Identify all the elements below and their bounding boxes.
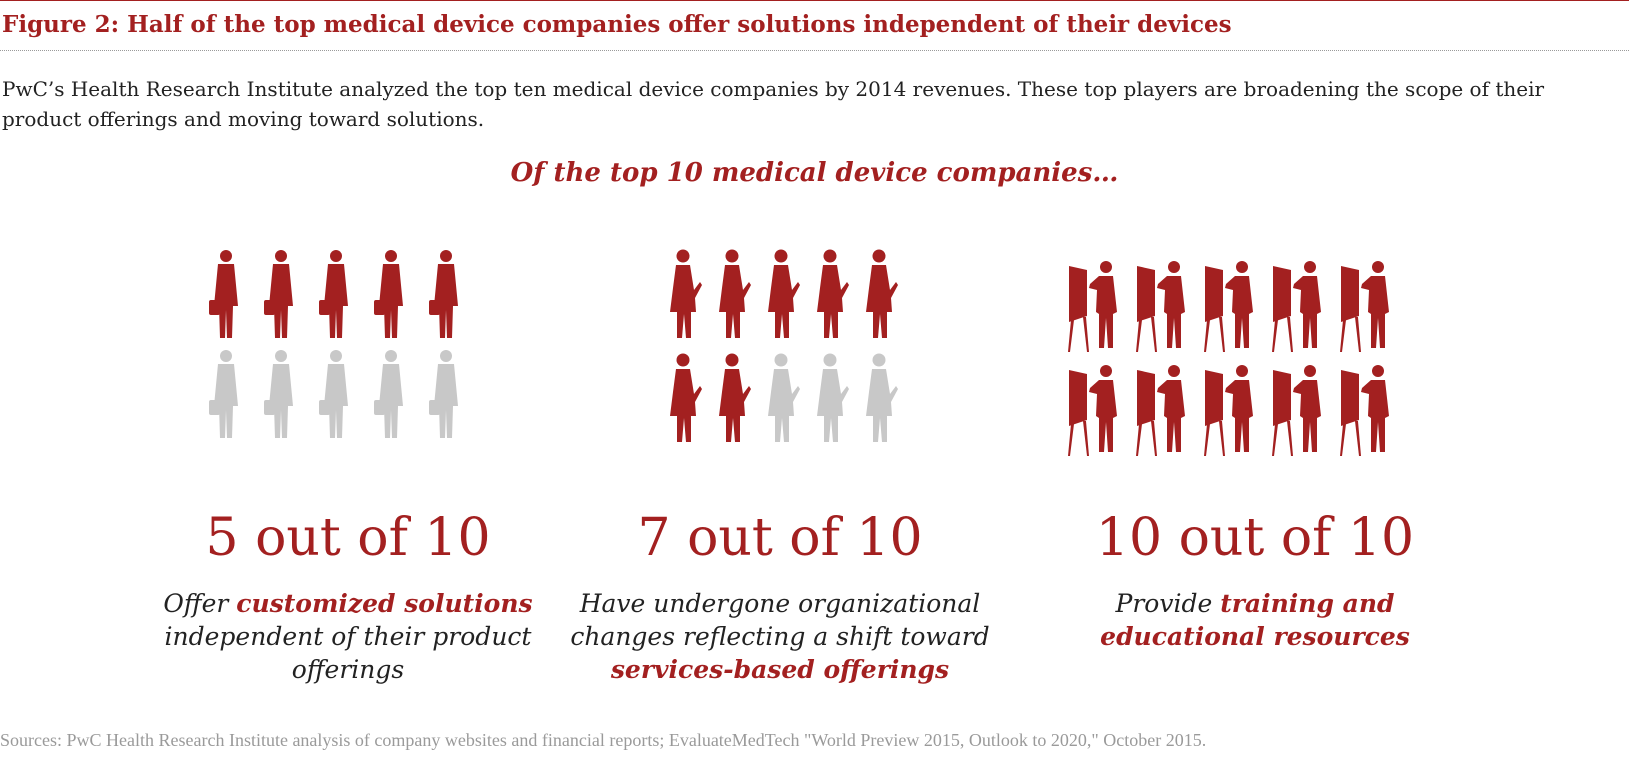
presenter-at-easel-filled-icon bbox=[1068, 261, 1117, 352]
presenter-at-easel-filled-icon bbox=[1272, 365, 1321, 456]
businessman-with-briefcase-filled-icon bbox=[374, 250, 403, 338]
presenter-at-easel-filled-icon bbox=[1136, 261, 1185, 352]
pictogram-presenter bbox=[1068, 261, 1389, 456]
stat-description: Have undergone organizational changes re… bbox=[570, 587, 990, 686]
pictogram-businessman bbox=[209, 250, 458, 438]
stat-description: Provide training and educational resourc… bbox=[1045, 587, 1465, 653]
intro-paragraph: PwC’s Health Research Institute analyzed… bbox=[2, 77, 1545, 131]
pictogram-woman bbox=[670, 249, 898, 442]
businessman-with-briefcase-filled-icon bbox=[209, 250, 238, 338]
businessman-with-briefcase-filled-icon bbox=[264, 250, 293, 338]
woman-presenting-filled-icon bbox=[866, 249, 898, 338]
presenter-at-easel-filled-icon bbox=[1340, 261, 1389, 352]
woman-presenting-filled-icon bbox=[670, 249, 702, 338]
description-highlight: training and educational resources bbox=[1100, 589, 1410, 651]
description-text: Offer bbox=[163, 589, 237, 618]
businessman-with-briefcase-empty-icon bbox=[264, 350, 293, 438]
title-divider bbox=[0, 50, 1629, 51]
woman-presenting-filled-icon bbox=[719, 249, 751, 338]
stat-description: Offer customized solutions independent o… bbox=[138, 587, 558, 686]
description-text: Have undergone organizational changes re… bbox=[570, 589, 990, 651]
presenter-at-easel-filled-icon bbox=[1136, 365, 1185, 456]
woman-presenting-filled-icon bbox=[817, 249, 849, 338]
businessman-with-briefcase-empty-icon bbox=[209, 350, 238, 438]
businessman-with-briefcase-filled-icon bbox=[319, 250, 348, 338]
woman-presenting-filled-icon bbox=[719, 353, 751, 442]
businessman-with-briefcase-empty-icon bbox=[429, 350, 458, 438]
woman-presenting-empty-icon bbox=[866, 353, 898, 442]
description-highlight: customized solutions bbox=[236, 589, 533, 618]
woman-presenting-filled-icon bbox=[670, 353, 702, 442]
woman-presenting-empty-icon bbox=[817, 353, 849, 442]
businessman-with-briefcase-empty-icon bbox=[319, 350, 348, 438]
chart-subtitle: Of the top 10 medical device companies… bbox=[510, 158, 1119, 188]
description-text: independent of their product offerings bbox=[164, 622, 532, 684]
presenter-at-easel-filled-icon bbox=[1340, 365, 1389, 456]
presenter-at-easel-filled-icon bbox=[1272, 261, 1321, 352]
businessman-with-briefcase-filled-icon bbox=[429, 250, 458, 338]
presenter-at-easel-filled-icon bbox=[1204, 365, 1253, 456]
stat-headline: 7 out of 10 bbox=[637, 508, 923, 568]
description-highlight: services-based offerings bbox=[610, 655, 950, 684]
top-rule bbox=[0, 0, 1629, 1]
stat-headline: 5 out of 10 bbox=[205, 508, 491, 568]
woman-presenting-filled-icon bbox=[768, 249, 800, 338]
presenter-at-easel-filled-icon bbox=[1204, 261, 1253, 352]
stat-headline: 10 out of 10 bbox=[1095, 508, 1415, 568]
description-text: Provide bbox=[1115, 589, 1221, 618]
businessman-with-briefcase-empty-icon bbox=[374, 350, 403, 438]
sources-note: Sources: PwC Health Research Institute a… bbox=[0, 730, 1207, 750]
presenter-at-easel-filled-icon bbox=[1068, 365, 1117, 456]
woman-presenting-empty-icon bbox=[768, 353, 800, 442]
figure-title: Figure 2: Half of the top medical device… bbox=[2, 11, 1232, 38]
